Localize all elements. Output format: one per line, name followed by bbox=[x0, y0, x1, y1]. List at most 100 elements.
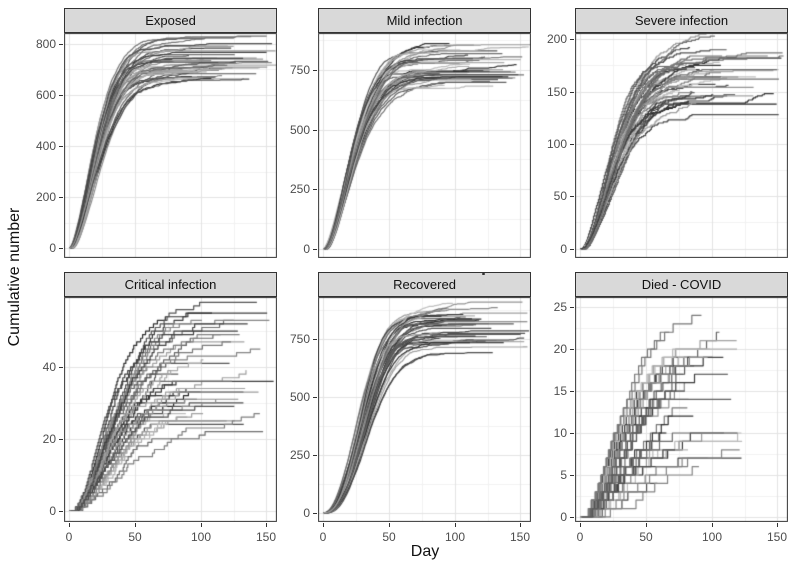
y-axis-tick-label: 400 bbox=[35, 139, 56, 153]
facet-severe-infection: Severe infection bbox=[575, 8, 788, 258]
facet-strip: Critical infection bbox=[64, 272, 277, 297]
y-axis-tick-label: 0 bbox=[49, 241, 56, 255]
y-axis-tick-label: 15 bbox=[553, 384, 567, 398]
x-axis-tick bbox=[777, 523, 778, 527]
facet-strip: Died - COVID bbox=[575, 272, 788, 297]
y-axis-tick-label: 50 bbox=[553, 189, 567, 203]
x-axis-tick-label: 150 bbox=[255, 530, 277, 544]
facet-title: Critical infection bbox=[124, 277, 217, 292]
y-axis-tick bbox=[59, 248, 63, 249]
y-axis-tick-label: 20 bbox=[42, 432, 56, 446]
y-axis-tick bbox=[59, 367, 63, 368]
y-axis-tick bbox=[313, 249, 317, 250]
y-axis-tick-label: 0 bbox=[49, 504, 56, 518]
facet-mild-infection: Mild infection bbox=[318, 8, 531, 258]
y-axis-tick bbox=[570, 391, 574, 392]
y-axis-tick-label: 250 bbox=[289, 448, 310, 462]
facet-panel-plot bbox=[575, 33, 788, 258]
y-axis-tick-label: 200 bbox=[546, 32, 567, 46]
x-axis-tick bbox=[712, 523, 713, 527]
y-axis-tick bbox=[570, 349, 574, 350]
y-axis-tick-label: 0 bbox=[560, 510, 567, 524]
y-axis-tick bbox=[570, 92, 574, 93]
facet-panel-plot bbox=[318, 33, 531, 258]
x-axis-tick bbox=[520, 523, 521, 527]
facet-died-covid: Died - COVID bbox=[575, 272, 788, 522]
facet-panel-plot bbox=[64, 33, 277, 258]
facet-panel-plot bbox=[318, 297, 531, 522]
x-axis-tick-label: 0 bbox=[319, 530, 327, 544]
facet-strip: Severe infection bbox=[575, 8, 788, 33]
y-axis-tick-label: 750 bbox=[289, 63, 310, 77]
y-axis-tick bbox=[313, 130, 317, 131]
y-axis-tick bbox=[570, 475, 574, 476]
x-axis-tick-label: 150 bbox=[766, 530, 788, 544]
x-axis-tick bbox=[135, 523, 136, 527]
y-axis-tick bbox=[313, 70, 317, 71]
y-axis-tick-label: 600 bbox=[35, 88, 56, 102]
stray-dot-artifact bbox=[482, 273, 485, 275]
y-axis-title: Cumulative number bbox=[6, 207, 23, 347]
x-axis-tick-label: 100 bbox=[701, 530, 723, 544]
x-axis-tick bbox=[646, 523, 647, 527]
facet-title: Recovered bbox=[393, 277, 456, 292]
x-axis-tick-label: 150 bbox=[509, 530, 531, 544]
y-axis-tick bbox=[313, 513, 317, 514]
y-axis-tick-label: 0 bbox=[303, 506, 310, 520]
y-axis-tick bbox=[59, 44, 63, 45]
facet-exposed: Exposed bbox=[64, 8, 277, 258]
facet-panel-plot bbox=[575, 297, 788, 522]
facet-title: Severe infection bbox=[634, 13, 729, 28]
y-axis-tick-label: 100 bbox=[546, 137, 567, 151]
x-axis-tick bbox=[389, 523, 390, 527]
x-axis-tick-label: 50 bbox=[382, 530, 396, 544]
y-axis-tick bbox=[570, 144, 574, 145]
y-axis-tick bbox=[570, 249, 574, 250]
y-axis-tick bbox=[313, 455, 317, 456]
y-axis-tick bbox=[59, 511, 63, 512]
facet-strip: Recovered bbox=[318, 272, 531, 297]
y-axis-tick-label: 200 bbox=[35, 190, 56, 204]
x-axis-tick-label: 50 bbox=[128, 530, 142, 544]
y-axis-tick bbox=[313, 397, 317, 398]
y-axis-tick-label: 250 bbox=[289, 182, 310, 196]
y-axis-tick-label: 20 bbox=[553, 342, 567, 356]
x-axis-title: Day bbox=[410, 543, 440, 560]
facet-recovered: Recovered bbox=[318, 272, 531, 522]
y-axis-tick-label: 0 bbox=[303, 242, 310, 256]
x-axis-tick-label: 100 bbox=[190, 530, 212, 544]
facet-title: Mild infection bbox=[386, 13, 463, 28]
x-axis-tick-label: 100 bbox=[444, 530, 466, 544]
facet-title: Exposed bbox=[145, 13, 196, 28]
x-axis-tick bbox=[201, 523, 202, 527]
y-axis-tick bbox=[59, 95, 63, 96]
y-axis-tick bbox=[313, 339, 317, 340]
x-axis-tick bbox=[580, 523, 581, 527]
y-axis-tick-label: 10 bbox=[553, 426, 567, 440]
x-axis-tick bbox=[69, 523, 70, 527]
x-axis-tick-label: 0 bbox=[576, 530, 584, 544]
y-axis-tick bbox=[570, 39, 574, 40]
y-axis-tick-label: 500 bbox=[289, 390, 310, 404]
y-axis-tick bbox=[570, 196, 574, 197]
y-axis-tick-label: 0 bbox=[560, 242, 567, 256]
y-axis-tick bbox=[570, 517, 574, 518]
y-axis-tick-label: 500 bbox=[289, 123, 310, 137]
y-axis-tick bbox=[313, 189, 317, 190]
x-axis-tick bbox=[266, 523, 267, 527]
facet-strip: Mild infection bbox=[318, 8, 531, 33]
facet-critical-infection: Critical infection bbox=[64, 272, 277, 522]
x-axis-tick-label: 50 bbox=[639, 530, 653, 544]
facet-strip: Exposed bbox=[64, 8, 277, 33]
x-axis-tick bbox=[455, 523, 456, 527]
y-axis-tick bbox=[59, 439, 63, 440]
facet-title: Died - COVID bbox=[641, 277, 722, 292]
y-axis-tick bbox=[570, 307, 574, 308]
y-axis-tick-label: 800 bbox=[35, 37, 56, 51]
y-axis-tick-label: 25 bbox=[553, 300, 567, 314]
y-axis-tick-label: 40 bbox=[42, 360, 56, 374]
y-axis-tick-label: 150 bbox=[546, 85, 567, 99]
facet-panel-plot bbox=[64, 297, 277, 522]
y-axis-tick bbox=[59, 146, 63, 147]
